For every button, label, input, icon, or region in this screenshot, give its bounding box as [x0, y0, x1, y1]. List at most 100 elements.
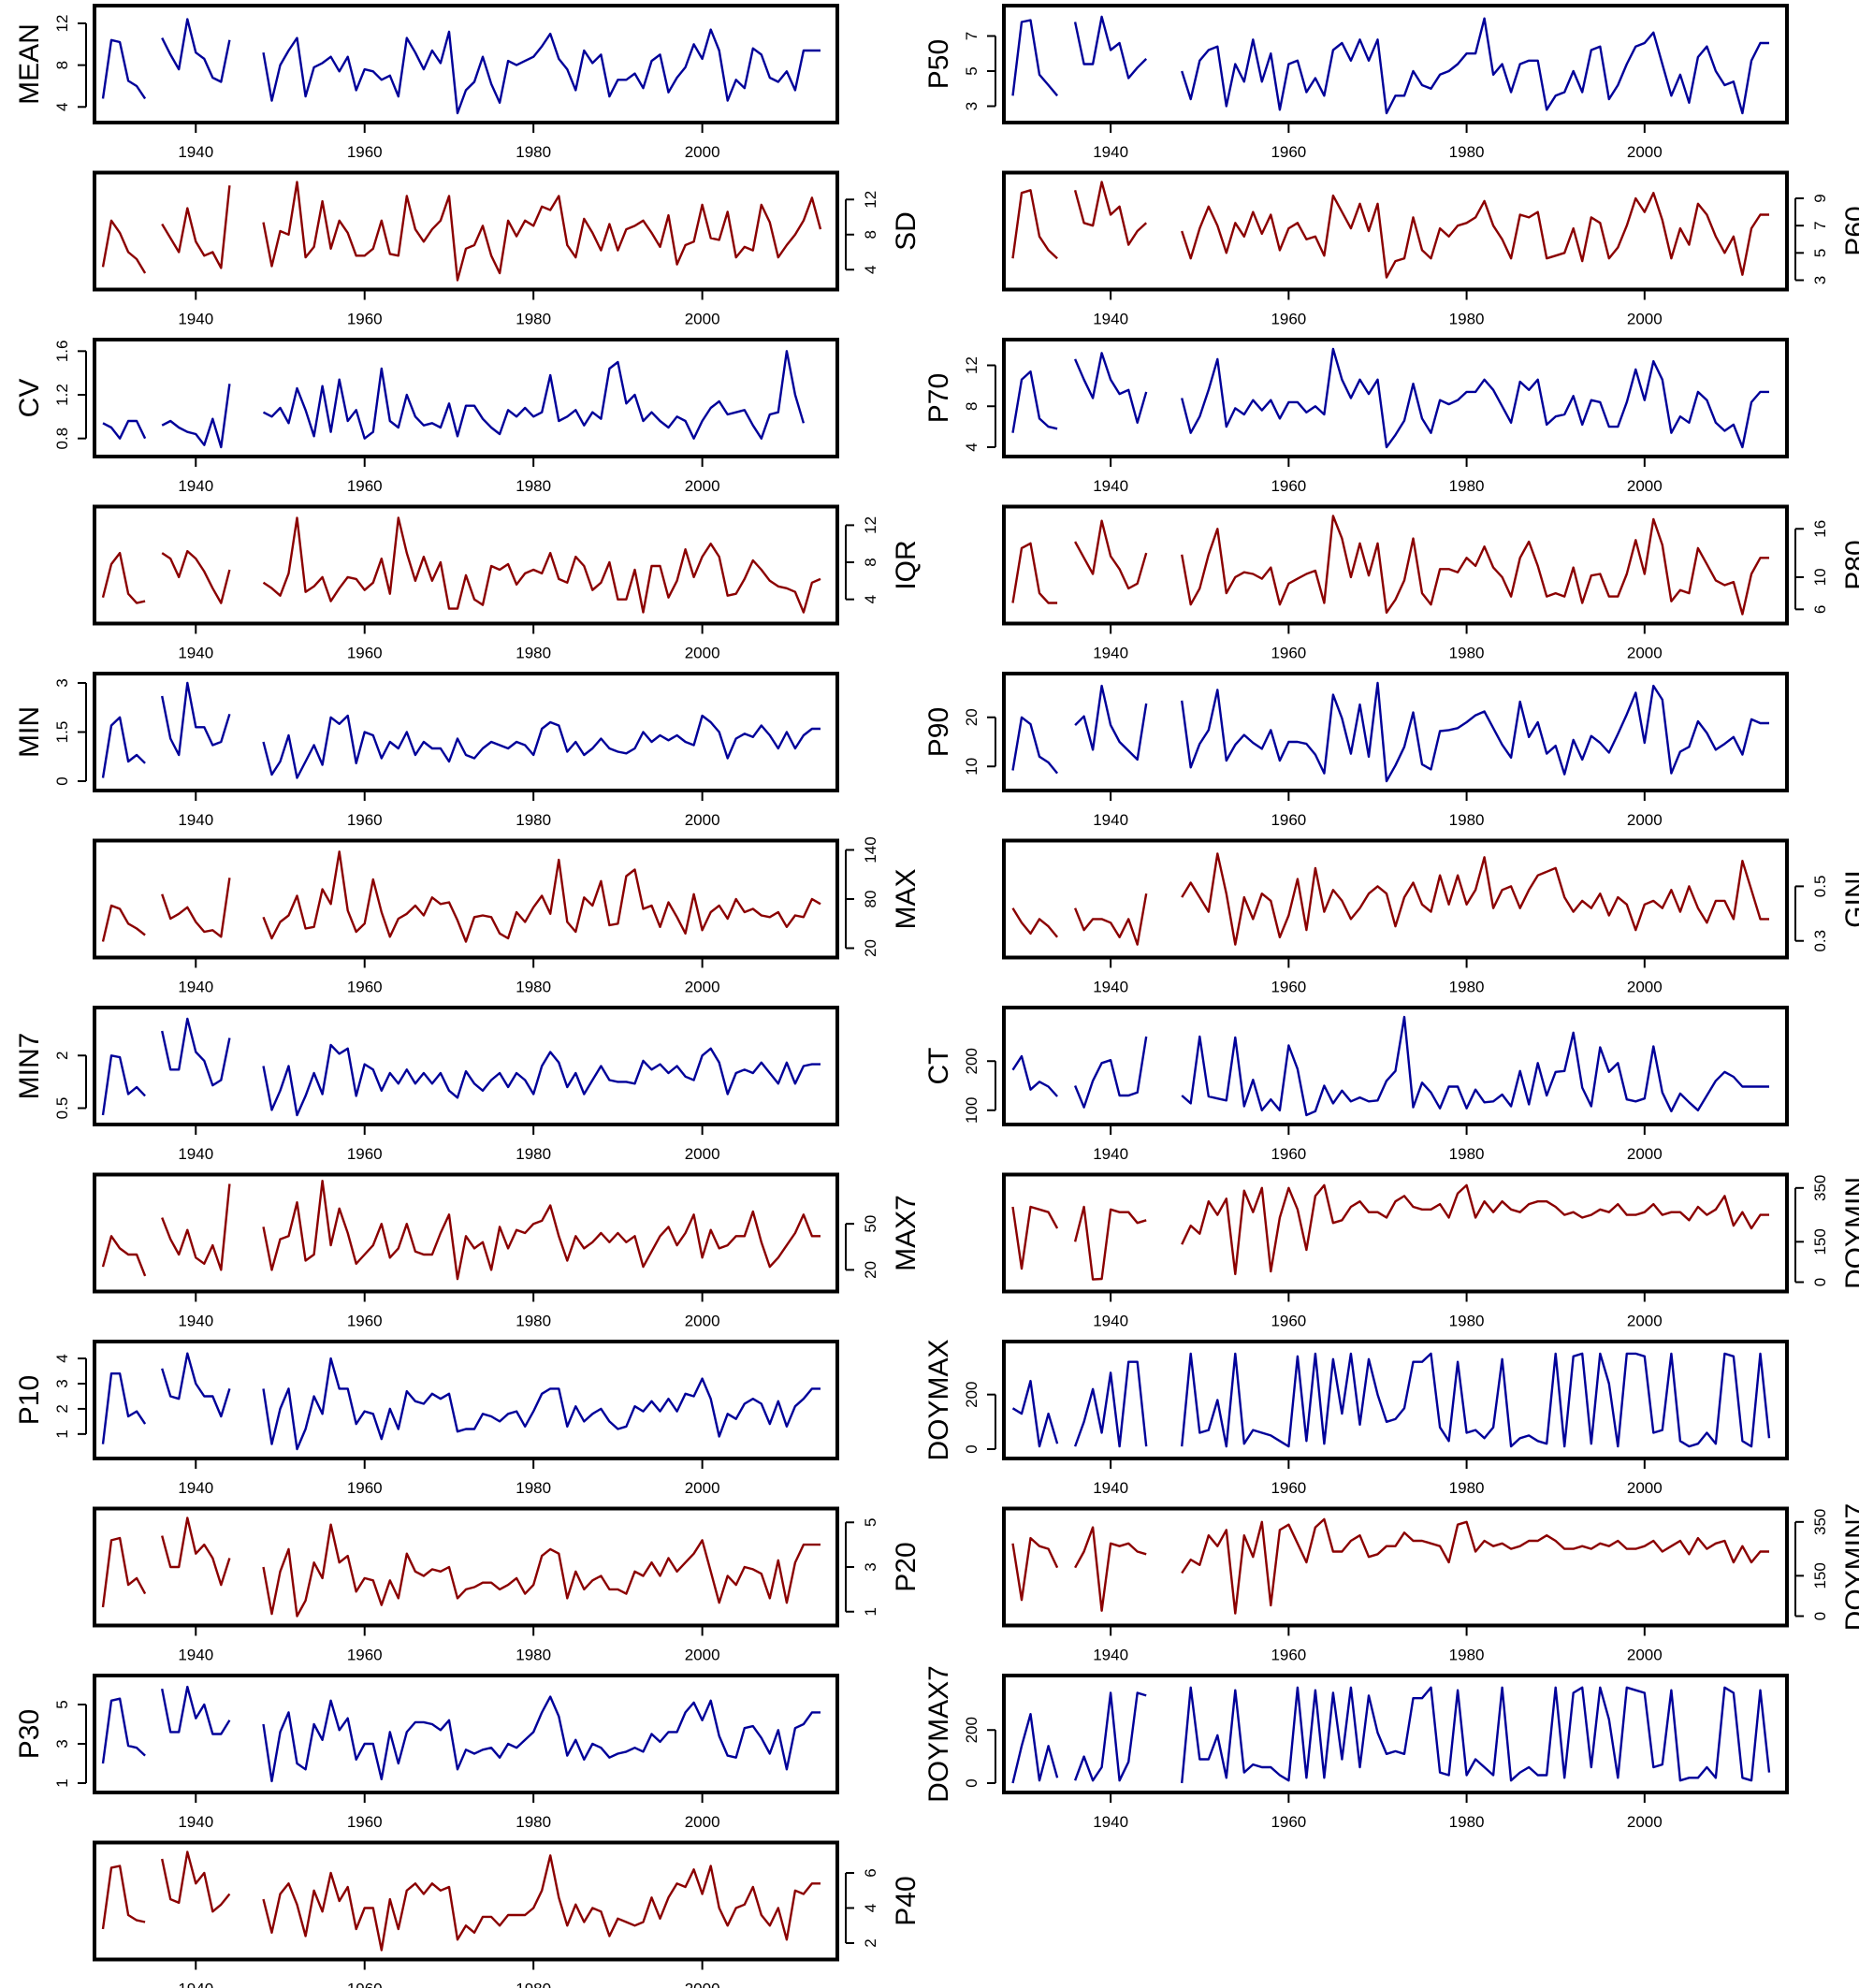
y-axis-label: MEAN: [14, 23, 45, 105]
y-tick-label: 2: [53, 1404, 71, 1413]
panel-p90: 1940 1960 1980 2000 10 20 P90: [923, 672, 1789, 829]
panel-iqr: 1940 1960 1980 2000 4 8 12 IQR: [93, 504, 922, 662]
plot-frame: [93, 1840, 839, 1962]
panel-doymin7: 1940 1960 1980 2000 0 150 350 DOYMIN7: [1002, 1503, 1859, 1664]
y-tick-label: 100: [963, 1097, 980, 1124]
y-tick-label: 150: [1811, 1562, 1829, 1589]
plot-frame: [93, 1506, 839, 1628]
panel-min: 1940 1960 1980 2000 0 1.5 3 MIN: [14, 672, 839, 829]
x-tick-label: 1940: [178, 1981, 213, 1988]
x-tick-label: 1940: [1093, 143, 1128, 161]
plot-frame: [93, 338, 839, 458]
y-axis-label: DOYMAX7: [923, 1665, 954, 1803]
series-line-cv: [102, 350, 806, 449]
y-tick-label: 0.5: [1811, 876, 1829, 898]
x-tick-label: 1960: [1271, 1813, 1306, 1831]
plot-frame: [1002, 1340, 1789, 1460]
y-tick-label: 20: [963, 708, 980, 726]
x-tick-label: 1980: [516, 1981, 551, 1988]
y-tick-label: 12: [53, 14, 71, 32]
x-tick-label: 1980: [516, 311, 551, 328]
panel-min7: 1940 1960 1980 2000 0.5 2 MIN7: [14, 1006, 839, 1163]
y-tick-label: 5: [53, 1700, 71, 1708]
y-axis-label: MIN7: [14, 1033, 45, 1100]
plot-frame: [1002, 4, 1789, 124]
x-tick-label: 1960: [1271, 143, 1306, 161]
y-tick-label: 2: [862, 1938, 879, 1947]
x-tick-label: 1940: [178, 1145, 213, 1163]
series-line-doymax: [1011, 1352, 1771, 1448]
x-tick-label: 1960: [347, 1479, 383, 1497]
y-tick-label: 8: [862, 558, 879, 566]
plot-frame: [93, 672, 839, 792]
y-tick-label: 3: [963, 102, 980, 110]
series-line-doymin7: [1011, 1517, 1769, 1615]
y-tick-label: 6: [862, 1868, 879, 1877]
panel-doymin: 1940 1960 1980 2000 0 150 350 DOYMIN: [1002, 1172, 1859, 1330]
x-tick-label: 2000: [1627, 1313, 1663, 1330]
plot-frame: [1002, 1506, 1789, 1628]
y-tick-label: 0: [1811, 1612, 1829, 1620]
y-axis-label: P40: [891, 1876, 922, 1925]
x-tick-label: 2000: [685, 477, 720, 495]
x-tick-label: 2000: [685, 311, 720, 328]
x-tick-label: 1960: [347, 1313, 383, 1330]
x-tick-label: 1980: [1449, 811, 1485, 829]
x-tick-label: 2000: [1627, 1813, 1663, 1831]
x-tick-label: 1940: [178, 1647, 213, 1664]
y-axis-label: MAX7: [891, 1195, 922, 1271]
x-tick-label: 1960: [1271, 1313, 1306, 1330]
y-tick-label: 1: [53, 1429, 71, 1438]
y-tick-label: 150: [1811, 1228, 1829, 1255]
y-tick-label: 200: [963, 1048, 980, 1074]
y-axis-label: P60: [1840, 206, 1859, 255]
panel-sd: 1940 1960 1980 2000 4 8 12 SD: [93, 170, 922, 328]
x-tick-label: 1940: [178, 1479, 213, 1497]
x-tick-label: 1960: [347, 1813, 383, 1831]
x-tick-label: 1980: [516, 143, 551, 161]
series-line-gini: [1011, 852, 1769, 946]
x-tick-label: 1940: [178, 477, 213, 495]
series-line-p50: [1011, 15, 1769, 115]
y-axis-label: IQR: [891, 540, 922, 589]
x-tick-label: 1980: [1449, 311, 1485, 328]
y-axis-label: MIN: [14, 706, 45, 758]
x-tick-label: 1960: [347, 311, 383, 328]
x-tick-label: 1960: [347, 143, 383, 161]
x-tick-label: 1980: [1449, 1313, 1485, 1330]
x-tick-label: 1940: [1093, 1479, 1128, 1497]
panel-gini: 1940 1960 1980 2000 0.3 0.5 GINI: [1002, 838, 1859, 996]
x-tick-label: 1980: [516, 1479, 551, 1497]
plot-frame: [1002, 1674, 1789, 1794]
panel-p20: 1940 1960 1980 2000 1 3 5 P20: [93, 1506, 922, 1664]
y-axis-label: DOYMIN: [1840, 1177, 1859, 1289]
y-tick-label: 1.2: [53, 384, 71, 406]
x-tick-label: 1940: [178, 811, 213, 829]
x-tick-label: 1980: [1449, 1813, 1485, 1831]
series-line-p30: [101, 1685, 821, 1783]
panel-mean: 1940 1960 1980 2000 4 8 12 MEAN: [14, 4, 839, 161]
y-axis-label: DOYMAX: [923, 1339, 954, 1460]
y-tick-label: 0: [53, 776, 71, 785]
y-axis-label: SD: [891, 211, 922, 251]
x-tick-label: 1940: [1093, 1813, 1128, 1831]
series-line-max: [101, 850, 821, 943]
x-tick-label: 1960: [1271, 1647, 1306, 1664]
plot-frame: [93, 4, 839, 124]
x-tick-label: 2000: [1627, 979, 1663, 996]
y-tick-label: 7: [963, 32, 980, 40]
x-tick-label: 1940: [1093, 1647, 1128, 1664]
panel-p40: 1940 1960 1980 2000 2 4 6 P40: [93, 1840, 922, 1988]
y-tick-label: 2: [53, 1052, 71, 1060]
x-tick-label: 2000: [1627, 477, 1663, 495]
x-tick-label: 1980: [1449, 1145, 1485, 1163]
x-tick-label: 2000: [685, 979, 720, 996]
panel-ct: 1940 1960 1980 2000 100 200 CT: [923, 1006, 1789, 1163]
y-axis-label: P90: [923, 707, 954, 757]
x-tick-label: 1940: [178, 645, 213, 662]
plot-frame: [93, 170, 839, 292]
plot-frame: [93, 1674, 839, 1794]
y-tick-label: 16: [1811, 520, 1829, 538]
series-line-p40: [101, 1850, 821, 1952]
